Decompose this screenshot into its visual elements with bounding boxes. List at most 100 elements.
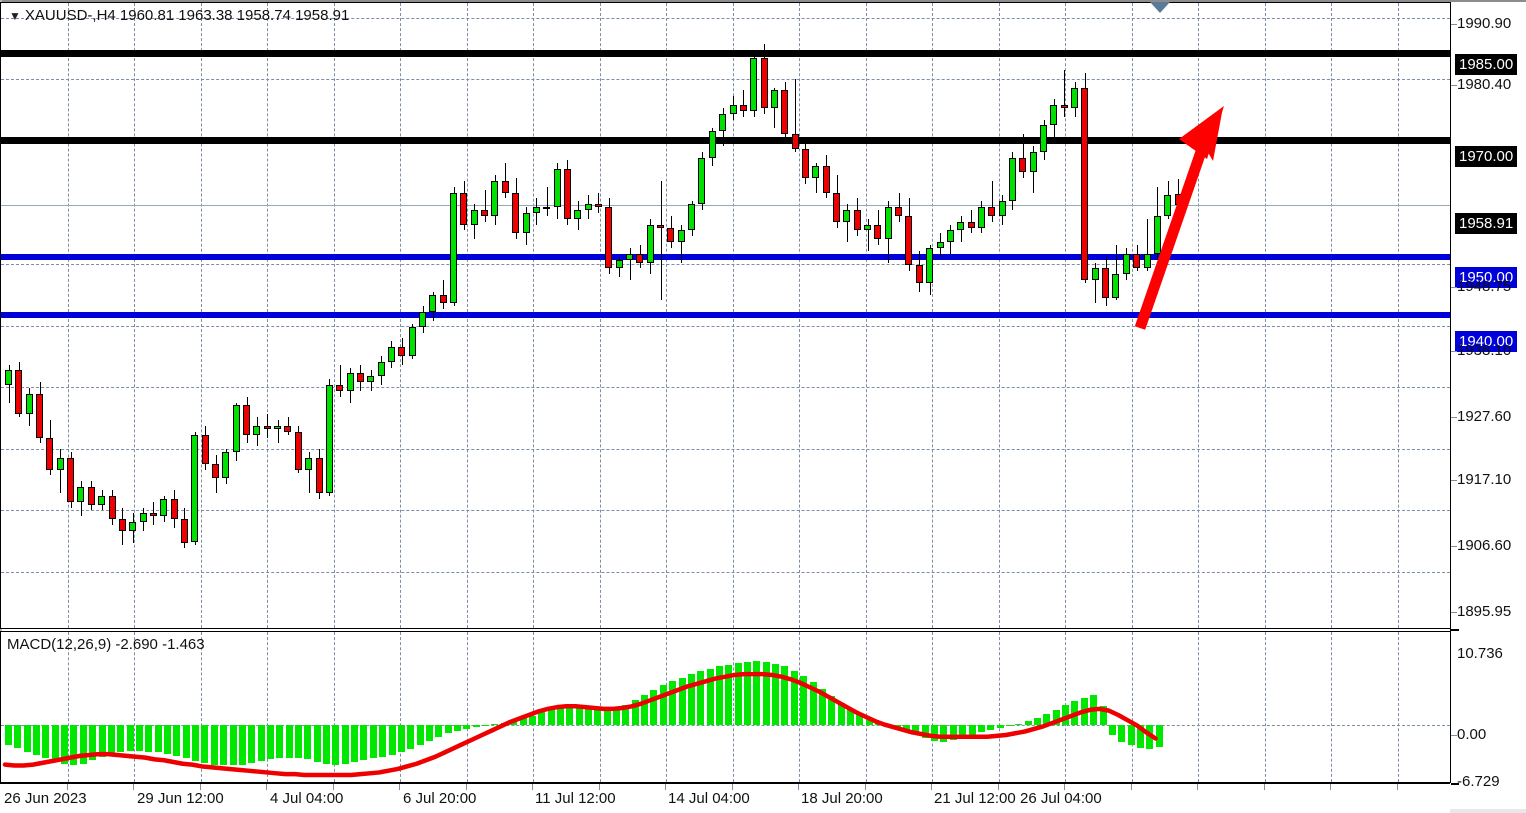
candle-body[interactable] [378, 361, 385, 377]
candle-body[interactable] [481, 210, 488, 216]
candle-body[interactable] [1071, 87, 1078, 108]
price-plot-area[interactable] [1, 3, 1450, 628]
candle-body[interactable] [1061, 105, 1068, 108]
candle-body[interactable] [471, 210, 478, 225]
candle-body[interactable] [5, 370, 12, 386]
candle-body[interactable] [357, 373, 364, 383]
candle-body[interactable] [595, 204, 602, 208]
candle-body[interactable] [926, 247, 933, 283]
price-axis-value-tag[interactable]: 1940.00 [1455, 331, 1518, 352]
candle-body[interactable] [233, 405, 240, 453]
candle-body[interactable] [77, 487, 84, 502]
candle-body[interactable] [316, 457, 323, 493]
candle-body[interactable] [874, 224, 881, 240]
candle-body[interactable] [284, 425, 291, 432]
candle-body[interactable] [253, 425, 260, 435]
candle-body[interactable] [543, 207, 550, 210]
candle-body[interactable] [1175, 193, 1182, 205]
candle-body[interactable] [367, 376, 374, 383]
candle-body[interactable] [15, 370, 22, 415]
candle-body[interactable] [26, 393, 33, 415]
candle-body[interactable] [1154, 215, 1161, 254]
candle-body[interactable] [771, 90, 778, 108]
candle-body[interactable] [947, 230, 954, 243]
price-level-line-1940[interactable] [1, 312, 1450, 319]
candle-body[interactable] [243, 405, 250, 435]
price-axis[interactable]: 1990.90 1985.00 1980.40 1970.00 1958.91 1950.… [1450, 2, 1526, 790]
candle-body[interactable] [978, 207, 985, 228]
candle-body[interactable] [264, 425, 271, 429]
candle-body[interactable] [585, 204, 592, 211]
candle-body[interactable] [409, 326, 416, 356]
candle-body[interactable] [761, 58, 768, 108]
macd-indicator-panel[interactable]: MACD(12,26,9) -2.690 -1.463 [0, 631, 1450, 783]
candle-body[interactable] [1133, 253, 1140, 269]
candle-body[interactable] [212, 463, 219, 479]
candle-body[interactable] [1092, 268, 1099, 281]
candle-body[interactable] [429, 294, 436, 313]
price-chart-panel[interactable]: ▼ XAUUSD-,H4 1960.81 1963.38 1958.74 1958… [0, 2, 1450, 629]
candle-body[interactable] [709, 131, 716, 158]
price-axis-value-tag[interactable]: 1950.00 [1455, 267, 1518, 288]
candle-body[interactable] [326, 385, 333, 493]
candle-body[interactable] [523, 212, 530, 234]
candle-body[interactable] [895, 207, 902, 216]
candle-body[interactable] [388, 347, 395, 362]
candle-body[interactable] [1123, 253, 1130, 275]
candle-body[interactable] [937, 242, 944, 248]
candle-body[interactable] [719, 113, 726, 132]
candle-body[interactable] [843, 210, 850, 222]
candle-body[interactable] [57, 457, 64, 470]
candle-body[interactable] [792, 134, 799, 149]
time-axis[interactable]: 26 Jun 2023 29 Jun 12:00 4 Jul 04:00 6 Jul … [0, 783, 1450, 813]
candle-body[interactable] [36, 393, 43, 438]
candle-body[interactable] [150, 513, 157, 517]
candle-body[interactable] [1102, 268, 1109, 298]
candle-body[interactable] [46, 437, 53, 470]
candle-body[interactable] [491, 180, 498, 216]
candle-body[interactable] [988, 207, 995, 216]
candle-body[interactable] [533, 207, 540, 213]
candle-body[interactable] [1144, 253, 1151, 269]
candle-body[interactable] [67, 457, 74, 502]
candle-body[interactable] [833, 192, 840, 222]
candle-body[interactable] [688, 204, 695, 231]
price-level-line-1985[interactable] [1, 49, 1450, 57]
candle-body[interactable] [647, 224, 654, 263]
candle-body[interactable] [1040, 125, 1047, 152]
candle-body[interactable] [1009, 157, 1016, 202]
candle-body[interactable] [119, 519, 126, 531]
candle-body[interactable] [450, 192, 457, 304]
candle-body[interactable] [274, 425, 281, 429]
candle-body[interactable] [750, 58, 757, 111]
candle-body[interactable] [88, 487, 95, 505]
candle-body[interactable] [854, 210, 861, 231]
candle-body[interactable] [968, 221, 975, 228]
candle-body[interactable] [512, 192, 519, 234]
triangle-down-icon[interactable]: ▼ [9, 9, 21, 23]
candle-body[interactable] [1030, 151, 1037, 173]
candle-body[interactable] [554, 169, 561, 208]
candle-body[interactable] [305, 457, 312, 470]
candle-body[interactable] [740, 105, 747, 111]
candle-body[interactable] [191, 434, 198, 543]
candle-body[interactable] [181, 519, 188, 543]
candle-body[interactable] [1112, 274, 1119, 298]
candle-body[interactable] [1050, 105, 1057, 126]
candle-body[interactable] [957, 221, 964, 231]
candle-body[interactable] [140, 513, 147, 523]
candle-body[interactable] [823, 166, 830, 193]
candle-body[interactable] [574, 210, 581, 219]
candle-body[interactable] [678, 230, 685, 243]
candle-body[interactable] [109, 495, 116, 520]
candle-body[interactable] [1081, 87, 1088, 281]
candle-body[interactable] [564, 169, 571, 219]
candle-body[interactable] [295, 431, 302, 470]
candle-body[interactable] [636, 253, 643, 263]
candle-body[interactable] [916, 265, 923, 283]
candle-body[interactable] [864, 224, 871, 231]
candle-body[interactable] [605, 207, 612, 269]
candle-body[interactable] [999, 201, 1006, 216]
candle-body[interactable] [502, 180, 509, 193]
candle-body[interactable] [222, 452, 229, 479]
